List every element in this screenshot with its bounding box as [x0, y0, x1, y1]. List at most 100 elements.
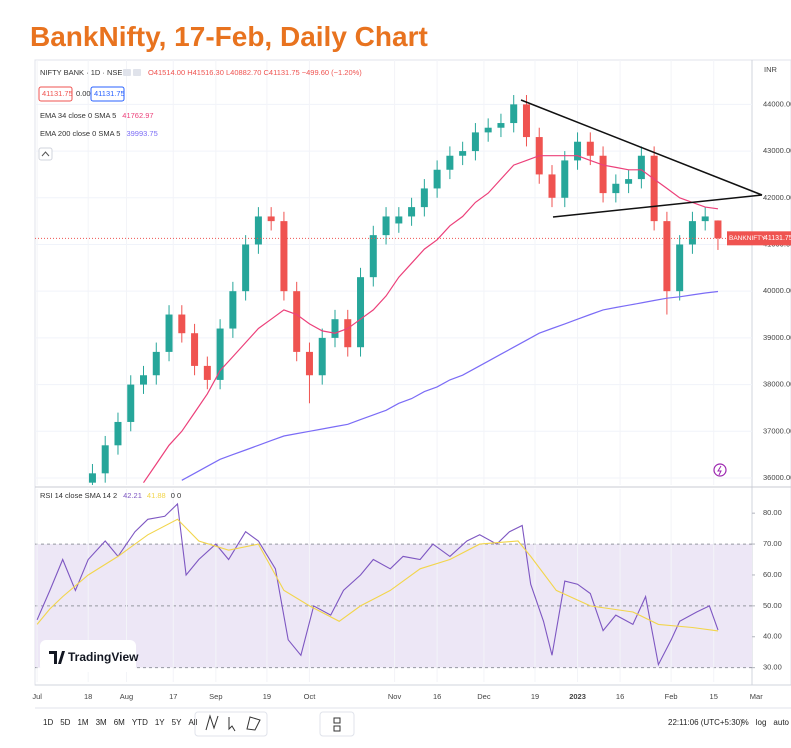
- tool-icon[interactable]: [333, 717, 341, 732]
- y-tick-label: 50.00: [763, 601, 782, 610]
- candle-body: [561, 160, 569, 198]
- candle-body: [344, 319, 352, 348]
- price-tag-symbol: BANKNIFTY: [729, 235, 766, 242]
- candle-body: [382, 216, 390, 236]
- x-tick-label: 17: [169, 692, 177, 701]
- x-tick-label: 2023: [569, 692, 586, 701]
- scale-option[interactable]: %: [742, 718, 749, 727]
- candle-body: [178, 314, 186, 334]
- candle-body: [369, 235, 377, 278]
- range-button[interactable]: 1M: [77, 718, 88, 727]
- range-button[interactable]: YTD: [132, 718, 148, 727]
- y-tick-label: 44000.00: [763, 99, 791, 108]
- tool-icon[interactable]: [228, 717, 236, 732]
- x-tick-label: Dec: [477, 692, 491, 701]
- quote-spread: 0.00: [76, 89, 91, 98]
- tool-icon[interactable]: [246, 716, 261, 731]
- candle-body: [497, 123, 505, 128]
- candle-body: [229, 291, 237, 329]
- x-tick-label: Mar: [750, 692, 763, 701]
- candle-body: [203, 365, 211, 380]
- quote-box[interactable]: [38, 86, 73, 102]
- bottom-toolbar: 22:11:06 (UTC+5:30) 1D 5D 1M 3M 6M YTD 1Y 5Y All…: [43, 711, 790, 737]
- candle-body: [701, 216, 709, 222]
- x-tick-label: Feb: [665, 692, 678, 701]
- x-tick-label: Jul: [32, 692, 42, 701]
- ohlc-values: O41514.00 H41516.30 L40882.70 C41131.75 …: [148, 68, 362, 77]
- candle-body: [191, 333, 199, 366]
- candle-body: [140, 375, 148, 385]
- price-tag-value: 41131.75: [764, 235, 791, 242]
- scale-option[interactable]: auto: [773, 718, 789, 727]
- candle-body: [267, 216, 275, 222]
- y-tick-label: 38000.00: [763, 380, 791, 389]
- legend-value: 39993.75: [126, 129, 157, 138]
- candle-body: [650, 155, 658, 222]
- collapse-button[interactable]: [38, 147, 53, 161]
- candle-body: [280, 221, 288, 292]
- range-button[interactable]: 1Y: [155, 718, 165, 727]
- y-tick-label: 60.00: [763, 570, 782, 579]
- axes: 36000.00 37000.00 38000.00 39000.00 40000.00…: [32, 99, 791, 701]
- range-button[interactable]: 5D: [60, 718, 70, 727]
- x-tick-label: Aug: [120, 692, 133, 701]
- y-tick-label: 30.00: [763, 663, 782, 672]
- range-button[interactable]: 5Y: [172, 718, 182, 727]
- x-tick-label: 16: [433, 692, 441, 701]
- x-tick-label: Oct: [304, 692, 317, 701]
- trend-line: [520, 99, 763, 196]
- candle-body: [357, 277, 365, 348]
- currency: INR: [764, 65, 778, 74]
- legend-value: 41762.97: [122, 111, 153, 120]
- rsi-band: [35, 544, 752, 668]
- candle-body: [165, 314, 173, 352]
- legend-button[interactable]: [123, 69, 131, 76]
- rsi-legend-suffix: 0 0: [171, 491, 181, 500]
- page-title: BankNifty, 17-Feb, Daily Chart: [30, 21, 428, 52]
- candle-body: [471, 132, 479, 152]
- candle-body: [599, 155, 607, 194]
- x-tick-label: Sep: [209, 692, 222, 701]
- alert-icon[interactable]: [713, 463, 727, 477]
- legend-button[interactable]: [133, 69, 141, 76]
- ema-line: [181, 290, 719, 481]
- candle-body: [446, 155, 454, 170]
- price-grid: [35, 60, 752, 485]
- candle-body: [612, 183, 620, 194]
- candle-body: [574, 141, 582, 161]
- x-tick-label: 16: [616, 692, 624, 701]
- range-button[interactable]: 3M: [96, 718, 107, 727]
- tool-icon[interactable]: [205, 714, 219, 731]
- candle-body: [586, 141, 594, 156]
- candle-body: [522, 104, 530, 138]
- range-button[interactable]: 6M: [114, 718, 125, 727]
- collapse-arrow: [41, 151, 50, 157]
- scale-option[interactable]: log: [756, 718, 767, 727]
- x-tick-label: Nov: [388, 692, 402, 701]
- tool-group: [194, 711, 268, 737]
- candle-body: [331, 319, 339, 338]
- candle-body: [510, 104, 518, 124]
- watermark-logo: [49, 651, 65, 664]
- candle-body: [318, 337, 326, 376]
- rsi-legend-value: 41.88: [147, 491, 166, 500]
- watermark: TradingView: [40, 640, 139, 672]
- candle-body: [433, 169, 441, 189]
- y-tick-label: 39000.00: [763, 333, 791, 342]
- candle-body: [88, 473, 96, 483]
- range-button[interactable]: All: [188, 718, 197, 727]
- candle-body: [293, 291, 301, 352]
- candle-body: [408, 207, 416, 217]
- quote-box[interactable]: [90, 86, 125, 102]
- candle-body: [101, 445, 109, 474]
- y-tick-label: 70.00: [763, 539, 782, 548]
- range-button[interactable]: 1D: [43, 718, 53, 727]
- price-pane: [35, 95, 752, 485]
- y-tick-label: 80.00: [763, 508, 782, 517]
- candle-body: [676, 244, 684, 292]
- rsi-legend-value: 42.21: [123, 491, 142, 500]
- y-tick-label: 42000.00: [763, 193, 791, 202]
- candle-body: [625, 179, 633, 184]
- candle-body: [548, 174, 556, 198]
